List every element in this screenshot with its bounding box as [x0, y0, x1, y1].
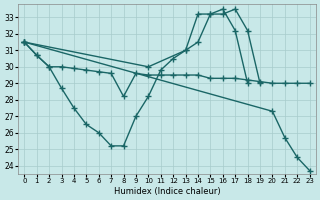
X-axis label: Humidex (Indice chaleur): Humidex (Indice chaleur): [114, 187, 220, 196]
